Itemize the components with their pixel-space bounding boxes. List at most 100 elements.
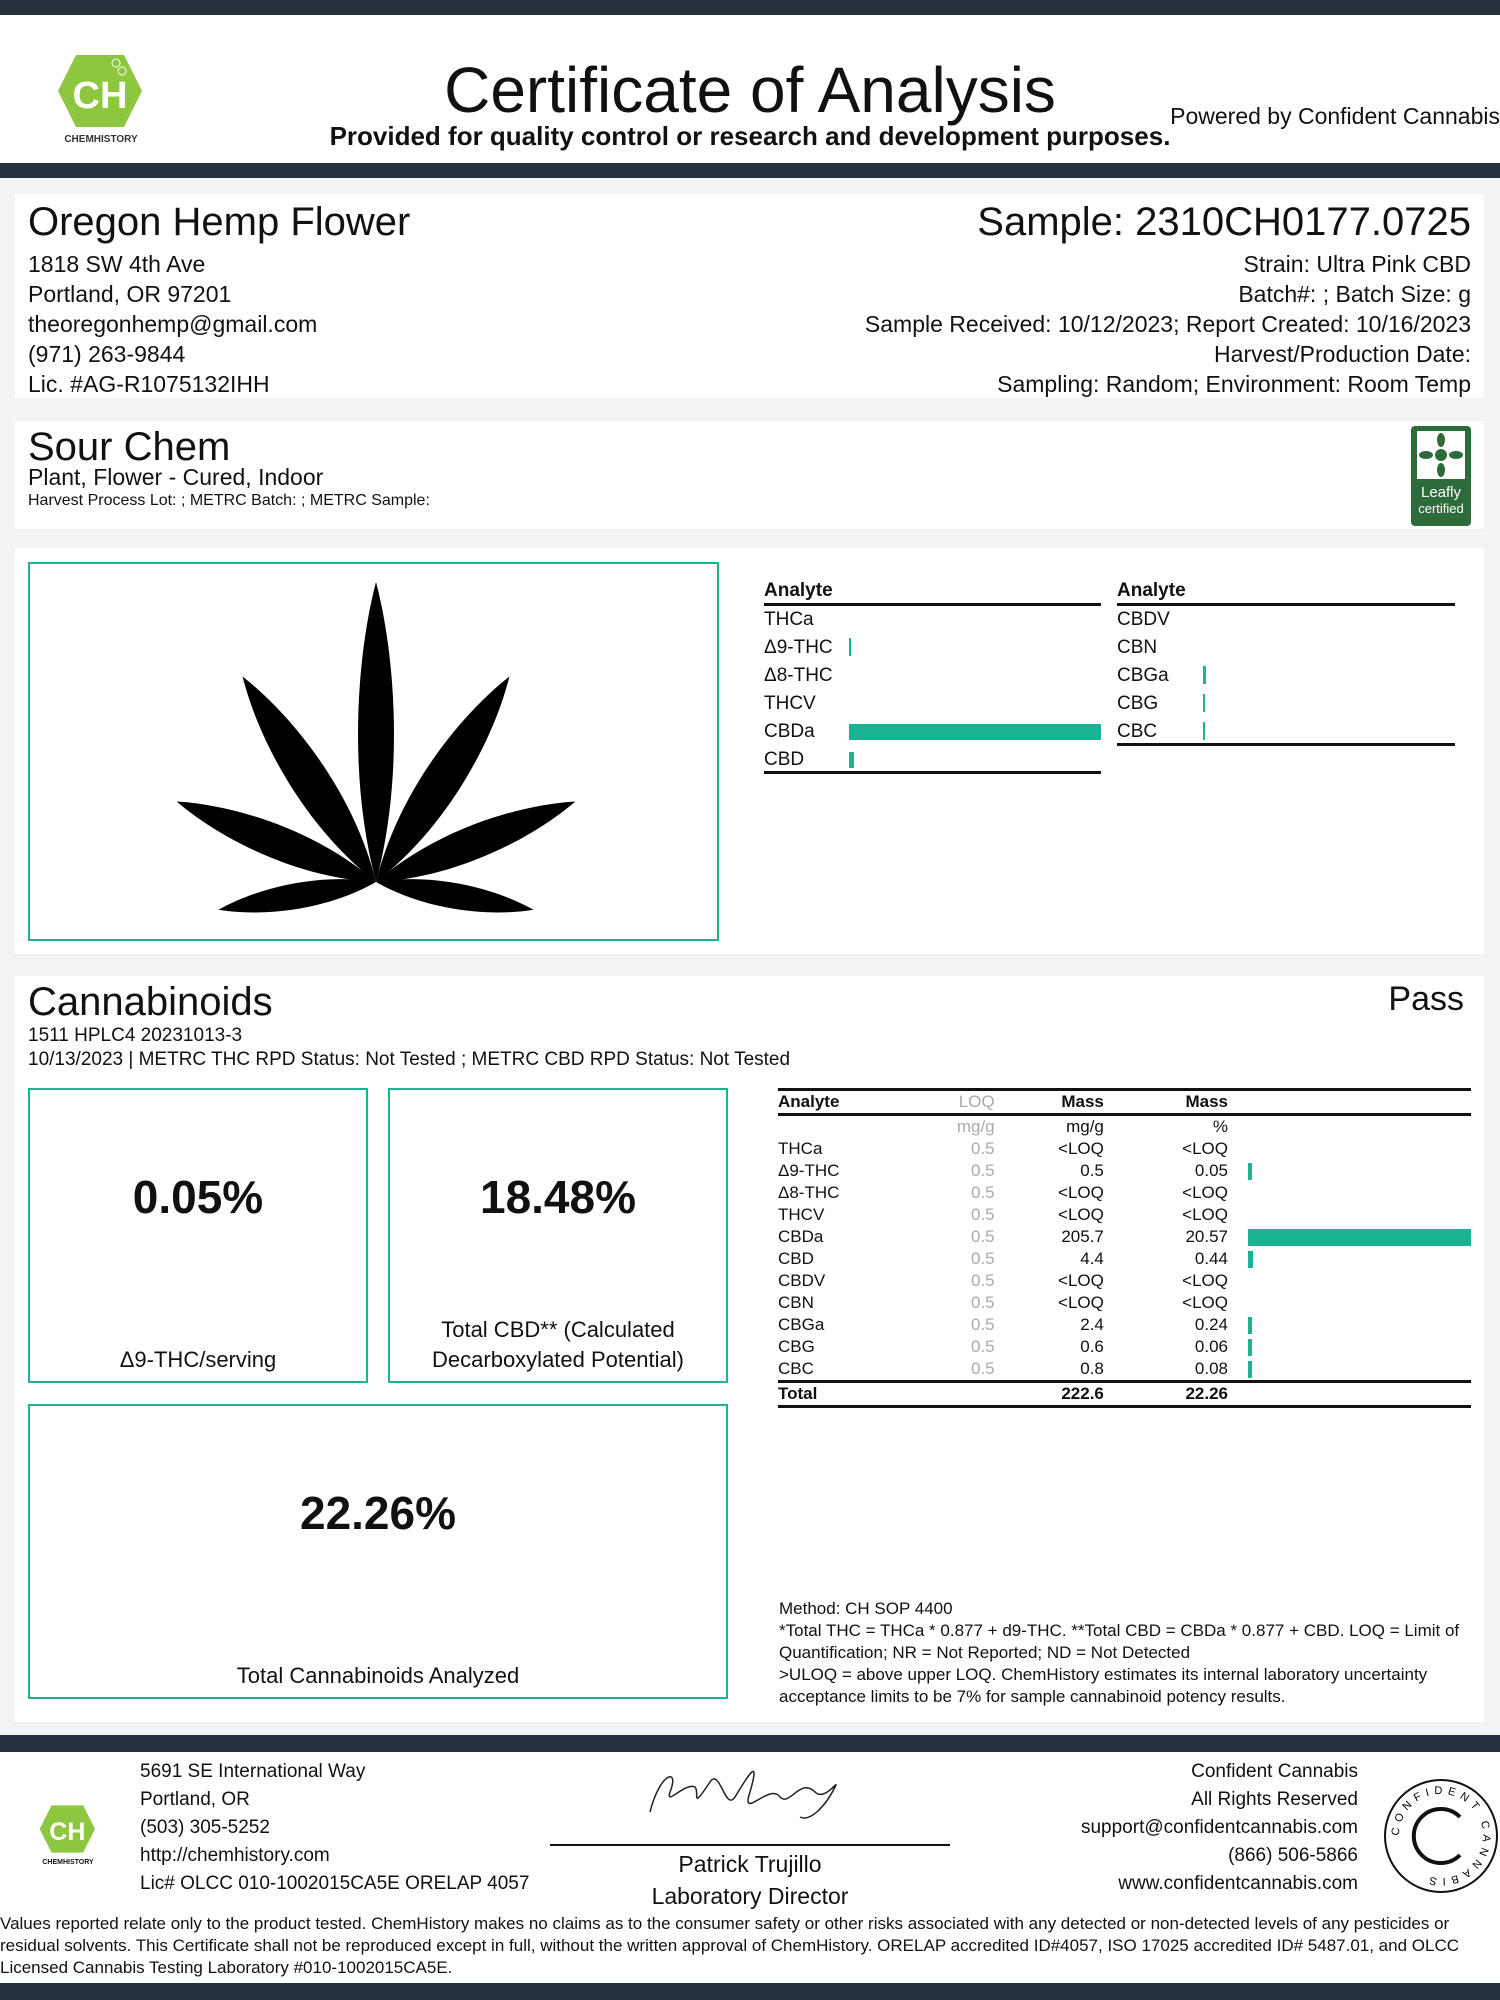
mass-pct: <LOQ	[1182, 1183, 1228, 1202]
analyte-name: THCa	[764, 609, 814, 630]
leaflet	[176, 801, 376, 882]
lab-line: Portland, OR	[140, 1789, 250, 1810]
table-row: CBDa 0.5 205.7 20.57	[778, 1226, 1471, 1248]
chemhistory-logo: CH CHEMHISTORY	[56, 53, 146, 153]
card-label: Total Cannabinoids Analyzed	[236, 1663, 520, 1688]
table-row: Δ8-THC 0.5 <LOQ <LOQ	[778, 1182, 1471, 1204]
loq: 0.5	[970, 1271, 995, 1290]
mass-mg: <LOQ	[1058, 1205, 1104, 1224]
summary-list-1: Analyte THCa Δ9-THC Δ8-THC THCV CBDa CBD	[764, 578, 1101, 774]
svg-text:CH: CH	[73, 75, 128, 117]
client-name: Oregon Hemp Flower	[28, 200, 411, 244]
mass-pct: 20.57	[1185, 1227, 1228, 1246]
leaflet	[218, 879, 376, 913]
summary-header: Analyte	[1117, 578, 1455, 606]
summary-row: Δ8-THC	[764, 662, 1101, 690]
cc-line: Confident Cannabis	[1191, 1761, 1358, 1782]
bar-cell	[1228, 1138, 1471, 1160]
loq: 0.5	[970, 1227, 995, 1246]
lab-line: http://chemhistory.com	[140, 1845, 330, 1866]
analyte: CBN	[778, 1293, 814, 1312]
product-lots: Harvest Process Lot: ; METRC Batch: ; ME…	[28, 492, 430, 509]
sample-sampling: Sampling: Random; Environment: Room Temp	[997, 371, 1471, 397]
analyte-bar	[849, 752, 855, 768]
analyte-name: CBGa	[1117, 665, 1169, 686]
card-value: 18.48%	[479, 1171, 636, 1223]
analyte: CBGa	[778, 1315, 825, 1334]
sample-info: Strain: Ultra Pink CBD Batch#: ; Batch S…	[865, 249, 1471, 399]
analyte-name: Δ9-THC	[764, 637, 833, 658]
cc-line: (866) 506-5866	[1228, 1845, 1358, 1866]
bar-cell	[1228, 1248, 1471, 1270]
leaflet	[242, 676, 376, 882]
analyte-name: CBDV	[1117, 609, 1170, 630]
total-label: Total	[778, 1384, 818, 1403]
mass-mg: <LOQ	[1058, 1271, 1104, 1290]
loq: 0.5	[970, 1315, 995, 1334]
leaflet	[376, 676, 510, 882]
mass-mg: 0.8	[1080, 1359, 1104, 1378]
cannabinoids-table: Analyte LOQ Mass Mass mg/g mg/g % THCa 0.…	[778, 1088, 1471, 1408]
bar-cell	[1228, 1160, 1471, 1182]
method: Method: CH SOP 4400	[779, 1599, 953, 1618]
mass-pct: 0.06	[1194, 1337, 1228, 1356]
page-title: Certificate of Analysis	[444, 54, 1056, 126]
summary-row: THCa	[764, 606, 1101, 634]
table-row: CBD 0.5 4.4 0.44	[778, 1248, 1471, 1270]
summary-row: CBN	[1117, 634, 1455, 662]
product-image	[28, 562, 719, 941]
summary-row: CBG	[1117, 690, 1455, 718]
card-total-cbd: 18.48% Total CBD** (Calculated Decarboxy…	[388, 1088, 728, 1383]
table-row: CBG 0.5 0.6 0.06	[778, 1336, 1471, 1358]
sample-harvest: Harvest/Production Date:	[1214, 341, 1471, 367]
table-row: CBC 0.5 0.8 0.08	[778, 1358, 1471, 1382]
analyte: Δ8-THC	[778, 1183, 840, 1202]
analyte-bar	[1248, 1250, 1253, 1268]
mass-pct: 0.24	[1194, 1315, 1228, 1334]
method-notes: Method: CH SOP 4400 *Total THC = THCa * …	[779, 1598, 1479, 1708]
analyte-bar	[1203, 722, 1205, 740]
table-row: THCa 0.5 <LOQ <LOQ	[778, 1138, 1471, 1160]
loq: 0.5	[970, 1183, 995, 1202]
analyte: THCV	[778, 1205, 825, 1224]
footer-bar	[0, 1735, 1500, 1752]
leafly-flower-icon	[1417, 431, 1465, 479]
summary-header: Analyte	[764, 578, 1101, 606]
table-row: THCV 0.5 <LOQ <LOQ	[778, 1204, 1471, 1226]
analyte: CBDa	[778, 1227, 824, 1246]
col-mass-mg: Mass	[1061, 1092, 1104, 1111]
analyte-bar	[1248, 1316, 1252, 1334]
mass-mg: <LOQ	[1058, 1293, 1104, 1312]
summary-list-2: Analyte CBDV CBN CBGa CBG CBC	[1117, 578, 1455, 746]
disclaimer: Values reported relate only to the produ…	[0, 1914, 1460, 1977]
product-name: Sour Chem	[28, 425, 231, 469]
card-thc-serving: 0.05% Δ9-THC/serving	[28, 1088, 368, 1383]
section-title: Cannabinoids	[28, 980, 273, 1024]
analyte: Δ9-THC	[778, 1161, 840, 1180]
bar-cell	[1228, 1314, 1471, 1336]
analyte-bar	[1248, 1360, 1252, 1378]
total-mg: 222.6	[1061, 1384, 1104, 1403]
client-panel: Oregon Hemp Flower 1818 SW 4th Ave Portl…	[15, 194, 1484, 398]
mass-mg: 2.4	[1080, 1315, 1104, 1334]
product-panel: Sour Chem Plant, Flower - Cured, Indoor …	[15, 421, 1484, 529]
mass-mg: <LOQ	[1058, 1139, 1104, 1158]
analyte-name: CBC	[1117, 721, 1158, 742]
signature-line	[550, 1844, 950, 1846]
mass-mg: <LOQ	[1058, 1183, 1104, 1202]
client-license: Lic. #AG-R1075132IHH	[28, 371, 270, 397]
mass-mg: 205.7	[1061, 1227, 1104, 1246]
leaflet	[376, 879, 534, 913]
bar-cell	[1228, 1182, 1471, 1204]
analyte: CBC	[778, 1359, 814, 1378]
bar-cell	[1228, 1226, 1471, 1248]
table-row: Δ9-THC 0.5 0.5 0.05	[778, 1160, 1471, 1182]
analyte-name: CBD	[764, 749, 805, 770]
col-analyte: Analyte	[778, 1092, 840, 1111]
loq: 0.5	[970, 1205, 995, 1224]
lab-line: 5691 SE International Way	[140, 1761, 366, 1782]
analyte-bar	[1203, 666, 1206, 684]
unit-mg: mg/g	[1066, 1117, 1104, 1136]
mass-pct: <LOQ	[1182, 1205, 1228, 1224]
test-info: 10/13/2023 | METRC THC RPD Status: Not T…	[28, 1049, 791, 1070]
